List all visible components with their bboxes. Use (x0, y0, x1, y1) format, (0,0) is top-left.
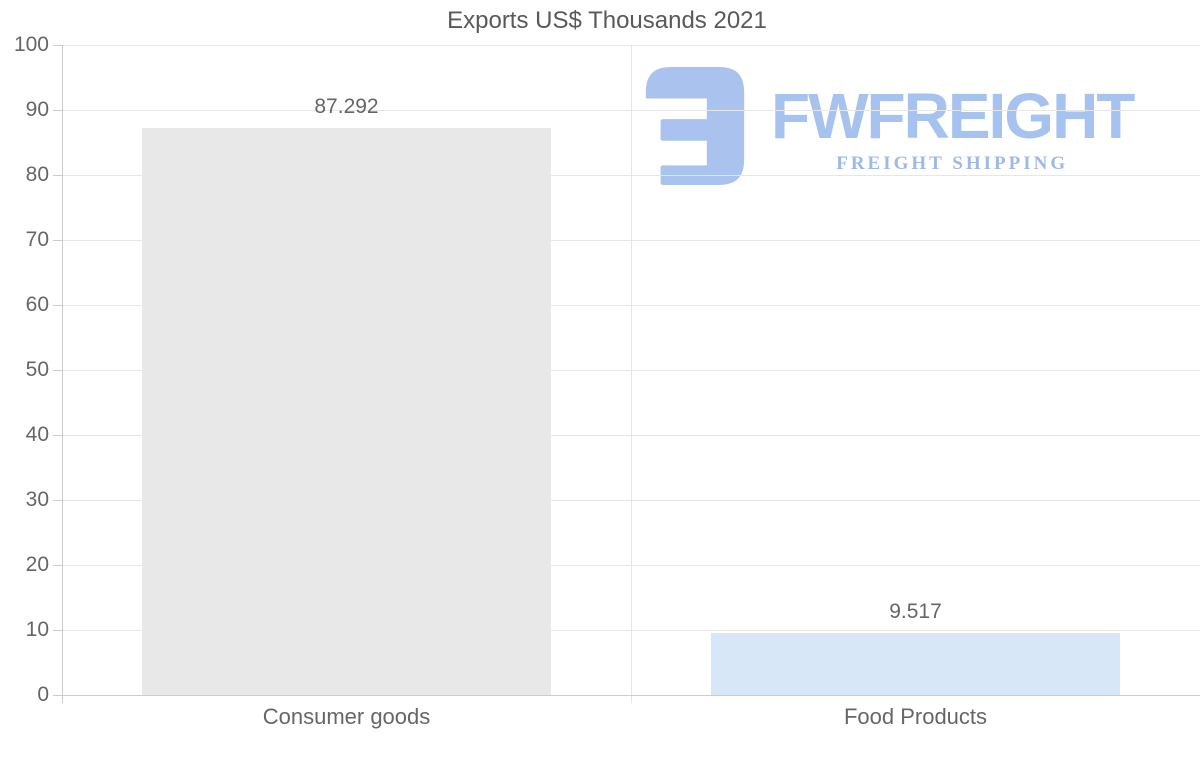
bar-value-label: 87.292 (314, 94, 379, 118)
y-tick-mark-10 (53, 630, 62, 631)
category-divider (631, 45, 632, 703)
bar-consumer-goods (141, 127, 552, 695)
y-tick-mark-60 (53, 305, 62, 306)
y-tick-mark-30 (53, 500, 62, 501)
bar-slot-0: 87.292 (62, 45, 631, 695)
y-tick-label-80: 80 (25, 163, 49, 186)
bar-slot-1: 9.517 (631, 45, 1200, 695)
bar-food-products (710, 633, 1121, 695)
y-tick-mark-80 (53, 175, 62, 176)
y-tick-label-0: 0 (37, 683, 49, 706)
x-category-label-0: Consumer goods (262, 704, 431, 729)
y-tick-label-60: 60 (25, 293, 49, 316)
brand-tagline: FREIGHT SHIPPING (836, 153, 1069, 174)
y-tick-label-90: 90 (25, 98, 49, 121)
y-tick-mark-50 (53, 370, 62, 371)
y-tick-mark-100 (53, 45, 62, 46)
y-tick-label-40: 40 (25, 423, 49, 446)
fwfreight-logo-icon (645, 67, 745, 185)
chart-title: Exports US$ Thousands 2021 (447, 7, 767, 34)
bar-value-label: 9.517 (889, 600, 942, 624)
plot-area: FWFREIGHT FREIGHT SHIPPING 87.292 9.517 (62, 45, 1200, 703)
y-tick-label-20: 20 (25, 553, 49, 576)
y-axis-line (62, 45, 63, 703)
y-tick-label-30: 30 (25, 488, 49, 511)
y-tick-mark-20 (53, 565, 62, 566)
x-category-label-1: Food Products (843, 704, 988, 729)
y-tick-label-50: 50 (25, 358, 49, 381)
brand-watermark: FWFREIGHT FREIGHT SHIPPING (645, 67, 1135, 185)
x-axis-baseline (62, 695, 1200, 696)
y-tick-mark-0 (53, 695, 62, 696)
y-tick-label-100: 100 (13, 33, 49, 56)
y-tick-label-70: 70 (25, 228, 49, 251)
y-tick-label-10: 10 (25, 618, 49, 641)
y-tick-mark-40 (53, 435, 62, 436)
y-tick-mark-90 (53, 110, 62, 111)
y-tick-mark-70 (53, 240, 62, 241)
brand-name: FWFREIGHT (771, 80, 1135, 152)
brand-text-block: FWFREIGHT FREIGHT SHIPPING (771, 80, 1135, 174)
